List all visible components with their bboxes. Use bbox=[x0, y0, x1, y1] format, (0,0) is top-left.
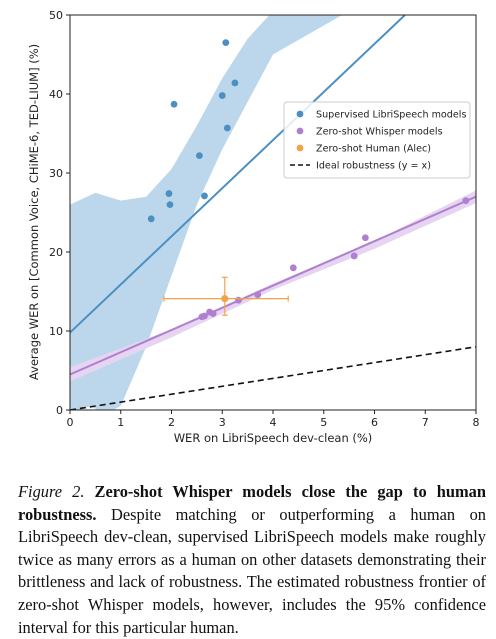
y-axis-label: Average WER on [Common Voice, CHiME-6, T… bbox=[27, 44, 41, 380]
zeroshot-point bbox=[289, 264, 297, 272]
y-tick-label: 40 bbox=[49, 88, 63, 101]
y-tick-label: 20 bbox=[49, 246, 63, 259]
human-point bbox=[221, 295, 229, 303]
caption-body: Despite matching or outperforming a huma… bbox=[18, 504, 486, 637]
supervised-point bbox=[166, 201, 174, 209]
fit-lines bbox=[70, 15, 476, 410]
x-tick-label: 3 bbox=[219, 416, 226, 429]
ideal-robustness-line bbox=[70, 346, 476, 410]
supervised-point bbox=[231, 79, 239, 87]
data-points bbox=[147, 39, 470, 321]
supervised-point bbox=[196, 152, 203, 160]
x-tick-label: 1 bbox=[117, 416, 124, 429]
x-tick-label: 4 bbox=[270, 416, 277, 429]
zeroshot-point bbox=[235, 296, 242, 304]
supervised-point bbox=[223, 124, 231, 132]
y-tick-label: 0 bbox=[56, 404, 63, 417]
zeroshot-point bbox=[361, 234, 369, 242]
supervised-confidence-band bbox=[70, 15, 343, 410]
figure-label: Figure 2. bbox=[18, 482, 85, 501]
legend-marker bbox=[296, 110, 304, 118]
legend-marker bbox=[296, 144, 304, 152]
supervised-point bbox=[165, 190, 173, 197]
x-tick-label: 0 bbox=[67, 416, 74, 429]
y-tick-label: 10 bbox=[49, 325, 63, 338]
axes: 0 1 2 3 4 5 6 7 8 0 10 20 30 40 50 bbox=[49, 9, 480, 429]
supervised-point bbox=[170, 100, 178, 108]
x-tick-label: 7 bbox=[422, 416, 429, 429]
supervised-point bbox=[218, 92, 226, 99]
zeroshot-fit-line bbox=[70, 195, 476, 376]
legend-label: Zero-shot Whisper models bbox=[316, 127, 443, 138]
zeroshot-point bbox=[209, 310, 217, 318]
legend-label: Zero-shot Human (Alec) bbox=[316, 144, 431, 155]
x-axis-label: WER on LibriSpeech dev-clean (%) bbox=[174, 431, 373, 445]
legend-box bbox=[283, 101, 471, 179]
zeroshot-point bbox=[254, 291, 262, 299]
zeroshot-point bbox=[462, 197, 470, 205]
y-tick-label: 50 bbox=[49, 9, 63, 22]
scatter-chart: 0 1 2 3 4 5 6 7 8 0 10 20 30 40 50 WER on LibriSpeech … bbox=[27, 9, 480, 445]
legend-label: Ideal robustness (y = x) bbox=[316, 161, 431, 172]
x-tick-label: 2 bbox=[168, 416, 175, 429]
confidence-bands bbox=[70, 15, 476, 410]
x-tick-label: 5 bbox=[320, 416, 327, 429]
zeroshot-point bbox=[201, 312, 208, 320]
legend-label: Supervised LibriSpeech models bbox=[316, 110, 466, 121]
legend: Supervised LibriSpeech models Zero-shot W… bbox=[283, 101, 471, 179]
supervised-point bbox=[147, 215, 155, 223]
caption-title: Zero-shot Whisper models close the gap t… bbox=[18, 482, 486, 524]
supervised-point bbox=[222, 39, 230, 47]
x-tick-label: 8 bbox=[473, 416, 480, 429]
x-tick-label: 6 bbox=[371, 416, 378, 429]
zeroshot-point bbox=[350, 252, 358, 260]
supervised-point bbox=[201, 192, 208, 200]
y-tick-label: 30 bbox=[49, 167, 63, 180]
figure-caption: Figure 2. Zero-shot Whisper models close… bbox=[18, 481, 486, 639]
legend-marker bbox=[296, 127, 304, 135]
supervised-fit-line bbox=[70, 15, 406, 334]
